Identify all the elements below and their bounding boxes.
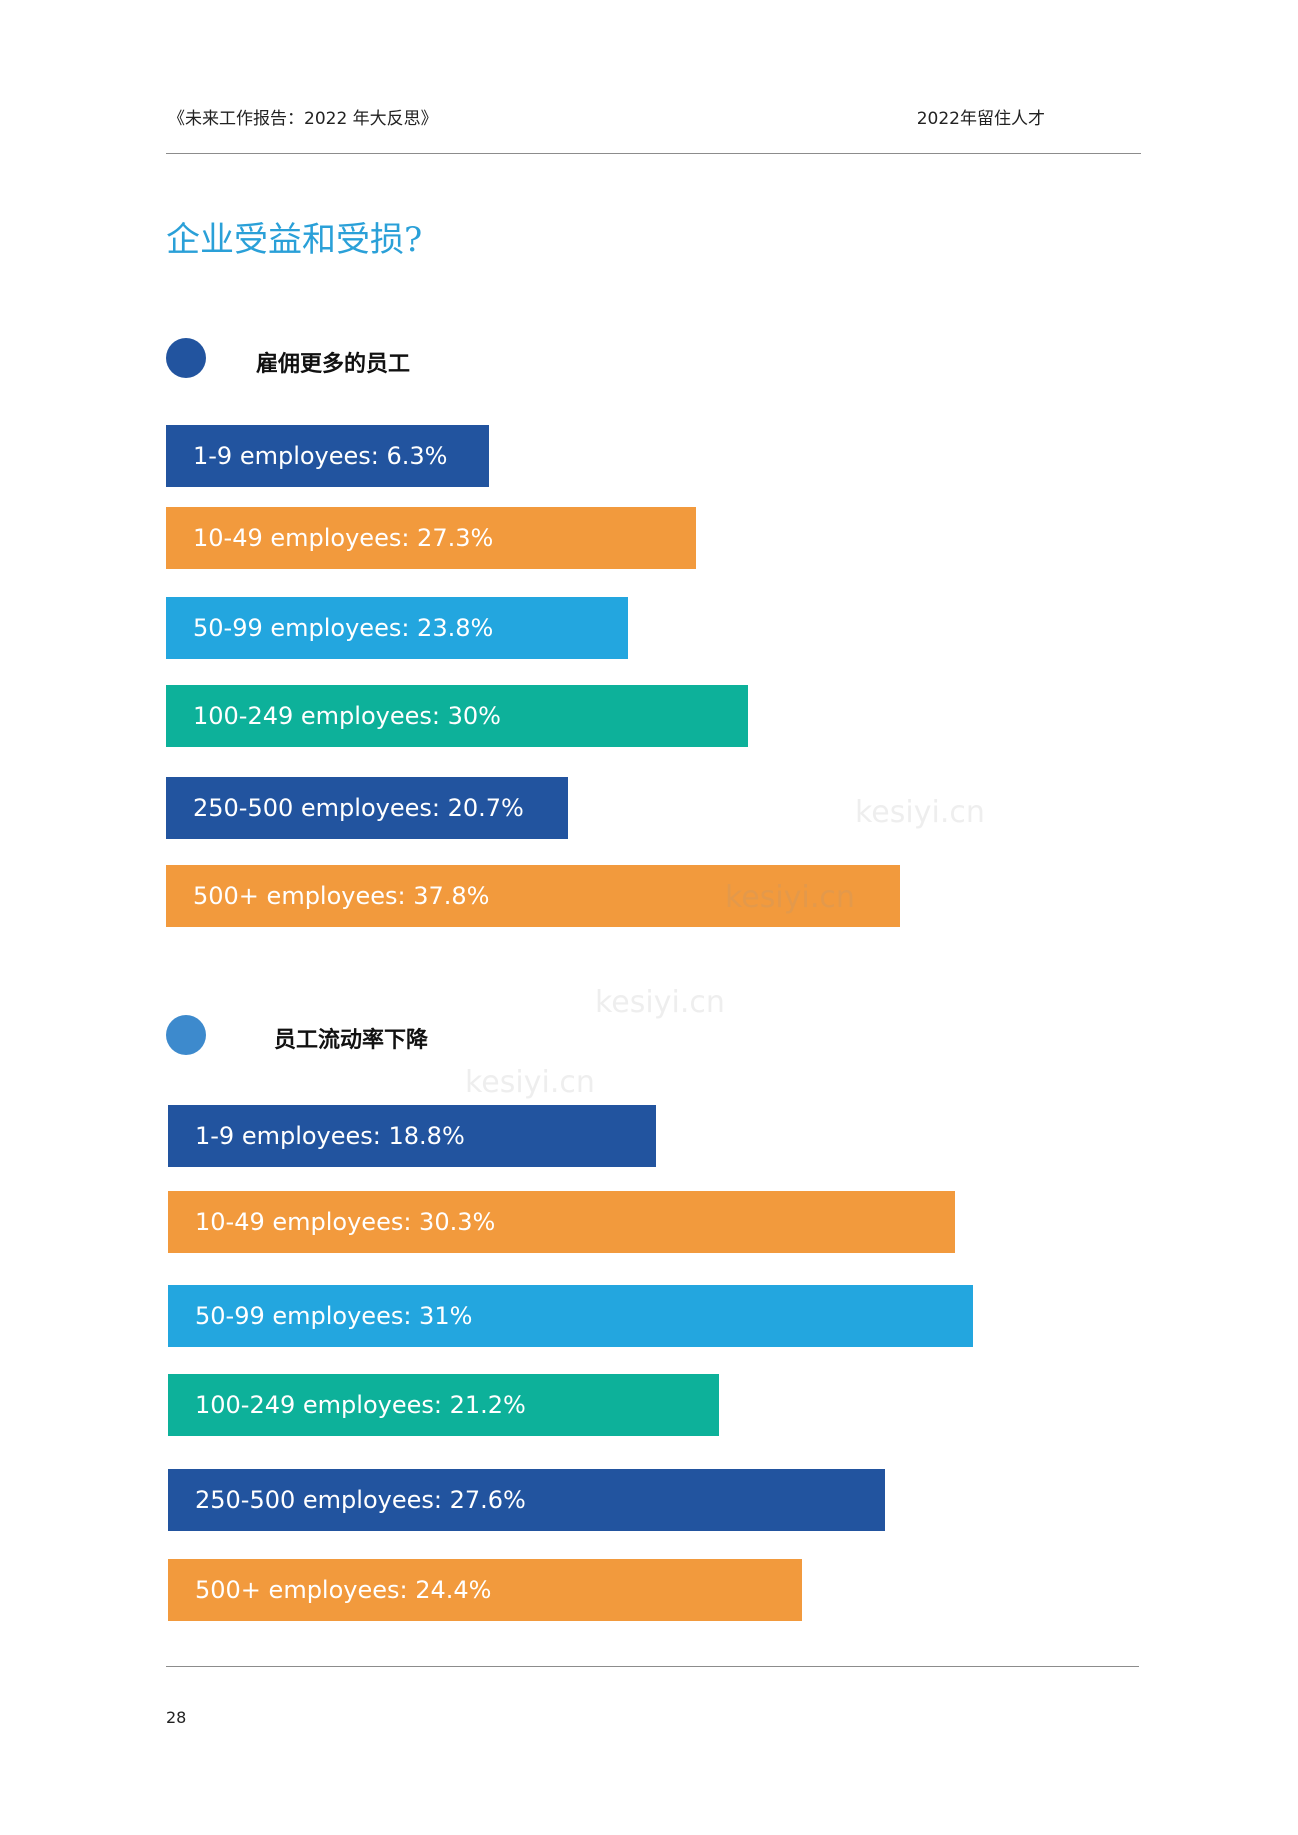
- bar-50-99-employees: 50-99 employees: 31%: [168, 1285, 974, 1347]
- bar-100-249-employees: 100-249 employees: 21.2%: [168, 1374, 719, 1436]
- header-section-title: 2022年留住人才: [916, 109, 1045, 129]
- bar-10-49-employees: 10-49 employees: 30.3%: [168, 1191, 955, 1253]
- section-2-dot-icon: [166, 1015, 206, 1055]
- watermark: kesiyi.cn: [725, 880, 855, 915]
- bar-250-500-employees: 250-500 employees: 27.6%: [168, 1469, 885, 1531]
- bar-10-49-employees: 10-49 employees: 27.3%: [166, 507, 696, 569]
- section-2-label: 员工流动率下降: [274, 1027, 429, 1053]
- bar-1-9-employees: 1-9 employees: 6.3%: [166, 425, 489, 487]
- watermark: kesiyi.cn: [855, 795, 985, 830]
- page-number: 28: [166, 1708, 187, 1727]
- bar-250-500-employees: 250-500 employees: 20.7%: [166, 777, 568, 839]
- header-divider: [166, 153, 1141, 154]
- header-report-title: 《未来工作报告：2022 年大反思》: [168, 109, 438, 129]
- section-1-dot-icon: [166, 338, 206, 378]
- watermark: kesiyi.cn: [465, 1065, 595, 1100]
- bar-500-employees: 500+ employees: 37.8%: [166, 865, 900, 927]
- section-1-label: 雇佣更多的员工: [256, 351, 411, 377]
- watermark: kesiyi.cn: [595, 985, 725, 1020]
- bar-50-99-employees: 50-99 employees: 23.8%: [166, 597, 628, 659]
- bar-500-employees: 500+ employees: 24.4%: [168, 1559, 802, 1621]
- page-title: 企业受益和受损?: [166, 220, 423, 260]
- bar-1-9-employees: 1-9 employees: 18.8%: [168, 1105, 657, 1167]
- footer-divider: [166, 1666, 1139, 1667]
- bar-100-249-employees: 100-249 employees: 30%: [166, 685, 749, 747]
